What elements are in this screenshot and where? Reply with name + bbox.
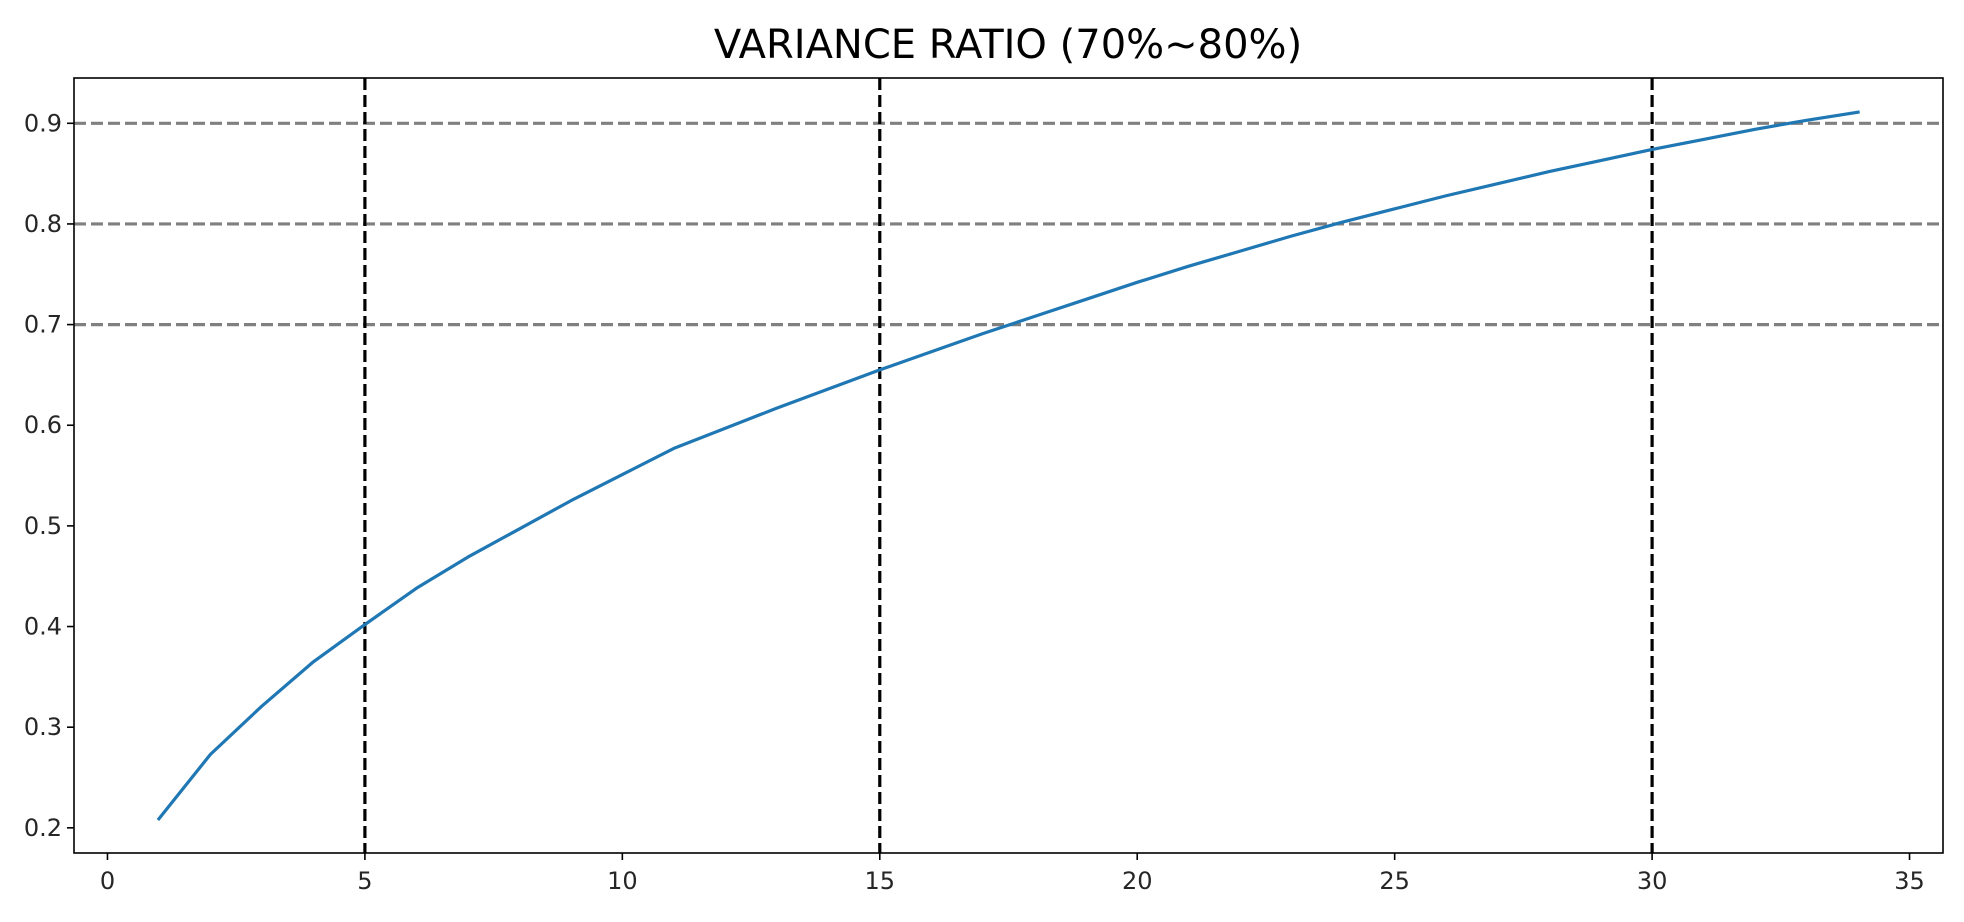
x-tick-label: 30 [1637, 867, 1668, 895]
x-tick-label: 15 [865, 867, 896, 895]
x-tick-label: 35 [1894, 867, 1925, 895]
y-axis: 0.2 0.3 0.4 0.5 0.6 0.7 0.8 0.9 [24, 109, 74, 842]
y-tick-label: 0.8 [24, 210, 62, 238]
chart-title: VARIANCE RATIO (70%~80%) [714, 22, 1302, 68]
x-axis: 0 5 10 15 20 25 30 35 [100, 853, 1925, 895]
series-layer [156, 110, 1860, 822]
series-line [156, 110, 1860, 822]
y-tick-label: 0.3 [24, 713, 62, 741]
y-tick-label: 0.6 [24, 411, 62, 439]
x-tick-label: 20 [1122, 867, 1153, 895]
x-tick-label: 10 [607, 867, 638, 895]
y-tick-label: 0.5 [24, 512, 62, 540]
y-tick-label: 0.9 [24, 109, 62, 137]
plot-area-frame [73, 77, 1944, 854]
reference-lines [74, 78, 1943, 853]
x-tick-label: 5 [357, 867, 372, 895]
y-tick-label: 0.7 [24, 311, 62, 339]
x-tick-label: 25 [1379, 867, 1410, 895]
y-tick-label: 0.2 [24, 814, 62, 842]
x-tick-label: 0 [100, 867, 115, 895]
y-tick-label: 0.4 [24, 613, 62, 641]
